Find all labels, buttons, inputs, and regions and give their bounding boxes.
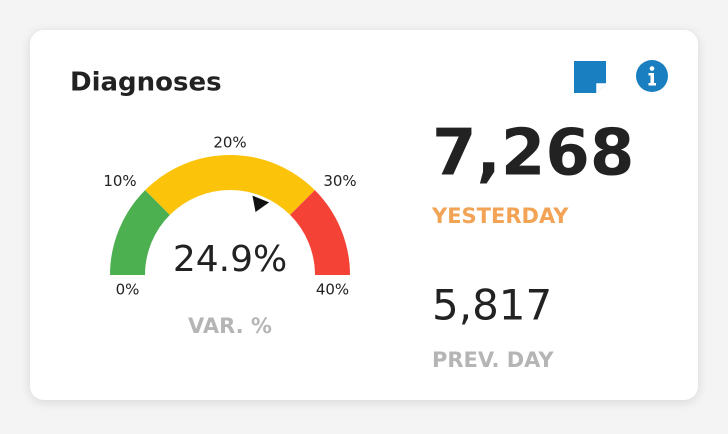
stat-value: 5,817 bbox=[432, 281, 552, 330]
gauge-tick-label: 10% bbox=[103, 172, 136, 190]
gauge-pointer bbox=[252, 195, 270, 212]
gauge-caption: VAR. % bbox=[188, 314, 272, 338]
stat-label: PREV. DAY bbox=[432, 348, 554, 372]
card-title: Diagnoses bbox=[70, 68, 222, 98]
gauge-tick-label: 20% bbox=[213, 134, 246, 152]
gauge-tick-label: 0% bbox=[116, 281, 140, 299]
stat-label: YESTERDAY bbox=[431, 204, 569, 228]
gauge-tick-label: 40% bbox=[316, 281, 349, 299]
note-icon[interactable] bbox=[574, 61, 606, 93]
gauge-band bbox=[110, 190, 170, 275]
gauge-band bbox=[290, 190, 350, 275]
gauge-value: 24.9% bbox=[173, 239, 287, 280]
stat-value: 7,268 bbox=[432, 117, 634, 191]
gauge-band bbox=[145, 155, 315, 215]
card bbox=[30, 30, 698, 400]
gauge-tick-label: 30% bbox=[323, 172, 356, 190]
info-icon[interactable] bbox=[636, 60, 668, 92]
